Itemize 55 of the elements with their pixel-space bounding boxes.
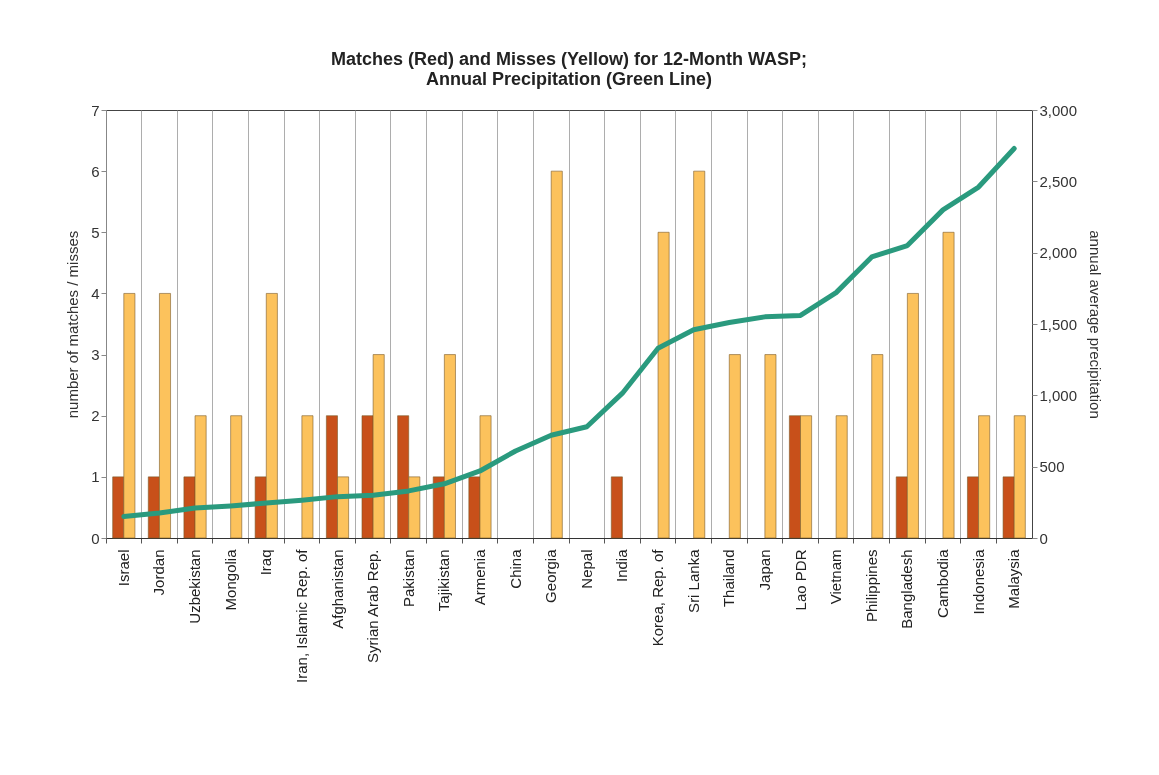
x-tick-label: Georgia	[542, 548, 560, 603]
y-tick-label: 3	[91, 346, 100, 364]
y-axis-title: number of matches / misses	[64, 230, 82, 419]
x-tick-label: Syrian Arab Rep.	[364, 549, 382, 663]
chart-title: Matches (Red) and Misses (Yellow) for 12-Month WASP; Annual Precipitation (Green Line)	[330, 49, 808, 89]
y-tick-label: 1	[91, 468, 100, 486]
bar	[610, 476, 623, 539]
x-tick-label: Pakistan	[399, 549, 417, 608]
bar	[693, 170, 706, 539]
y-tick-label: 2	[91, 407, 100, 425]
x-tick-label: Armenia	[470, 548, 488, 606]
x-tick-label: Indonesia	[969, 548, 987, 615]
y-tick-label: 4	[91, 284, 100, 302]
x-tick-label: Lao PDR	[791, 549, 809, 611]
bar	[550, 170, 563, 539]
bar	[835, 415, 848, 539]
x-tick-label: Nepal	[577, 549, 595, 589]
x-tick-label: Korea, Rep. of	[649, 548, 667, 647]
y2-tick-label: 500	[1039, 458, 1065, 476]
y2-tick-label: 1,500	[1039, 315, 1078, 333]
x-tick-label: Sri Lanka	[684, 548, 702, 613]
x-tick-label: Philippines	[862, 549, 880, 623]
x-tick-label: China	[506, 548, 524, 589]
x-tick-label: Afghanistan	[328, 549, 346, 629]
x-tick-label: Iran, Islamic Rep. of	[292, 548, 310, 683]
bar	[871, 354, 884, 539]
y-tick-label: 5	[91, 223, 100, 241]
x-tick-label: Israel	[114, 549, 132, 587]
bar	[657, 231, 670, 539]
x-tick-label: Jordan	[150, 549, 168, 596]
x-tick-label: Tajikistan	[435, 549, 453, 612]
y-tick-label: 0	[91, 529, 100, 547]
y-tick-label: 6	[91, 162, 100, 180]
x-tick-label: Cambodia	[933, 548, 951, 618]
bar	[728, 354, 741, 539]
y2-tick-label: 0	[1039, 529, 1048, 547]
y-tick-label: 7	[91, 101, 100, 119]
y2-axis-title: annual average precipitation	[1087, 230, 1105, 419]
bar	[942, 231, 955, 539]
x-tick-label: Uzbekistan	[186, 549, 204, 624]
x-tick-label: Japan	[755, 549, 773, 591]
x-tick-label: Malaysia	[1005, 548, 1023, 609]
x-tick-label: India	[613, 548, 631, 583]
x-tick-label: Iraq	[257, 549, 275, 576]
x-tick-label: Thailand	[720, 549, 738, 608]
y2-tick-label: 2,000	[1039, 244, 1078, 262]
bar	[301, 415, 314, 539]
x-tick-label: Bangladesh	[898, 549, 916, 629]
y2-tick-label: 2,500	[1039, 172, 1078, 190]
x-tick-label: Vietnam	[827, 549, 845, 605]
bar	[764, 354, 777, 539]
x-tick-label: Mongolia	[221, 548, 239, 611]
bar	[230, 415, 243, 539]
y2-tick-label: 3,000	[1039, 101, 1078, 119]
y2-tick-label: 1,000	[1039, 386, 1078, 404]
